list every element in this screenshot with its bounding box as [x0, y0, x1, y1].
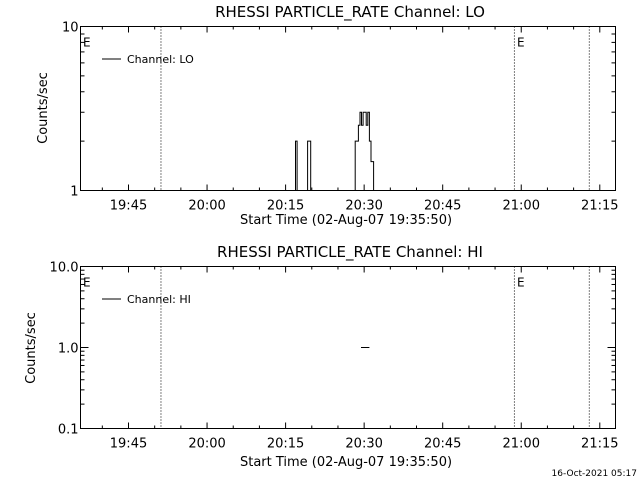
- x-tick-label: 21:00: [503, 437, 540, 452]
- x-tick-label: 20:30: [345, 437, 382, 452]
- y-tick-label: 1: [70, 185, 78, 200]
- x-tick-label: 21:00: [503, 199, 540, 214]
- axis-ticks: 19:45 20:00 20:15 20:30 20:45 21:00 21:15 1 10: [62, 21, 619, 214]
- timestamp-footer: 16-Oct-2021 05:17: [552, 469, 637, 479]
- panel-lo: RHESSI PARTICLE_RATE Channel: LO Counts/…: [36, 3, 619, 228]
- event-letter: E: [517, 276, 525, 290]
- x-axis-label: Start Time (02-Aug-07 19:35:50): [240, 455, 452, 470]
- x-tick-label: 20:45: [424, 437, 461, 452]
- x-tick-label: 20:00: [188, 437, 225, 452]
- event-letter: E: [517, 36, 525, 50]
- plot-frame: [80, 266, 616, 429]
- event-letter: E: [83, 36, 91, 50]
- event-letter: E: [83, 276, 91, 290]
- x-tick-label: 20:30: [345, 199, 382, 214]
- x-tick-label: 21:15: [581, 437, 618, 452]
- series-line: [295, 111, 375, 191]
- y-tick-label: 0.1: [58, 423, 79, 438]
- y-axis-label: Counts/sec: [36, 72, 51, 144]
- legend-label: Channel: HI: [127, 293, 191, 306]
- x-axis-label: Start Time (02-Aug-07 19:35:50): [240, 213, 452, 228]
- y-tick-label: 10: [62, 21, 79, 36]
- x-tick-label: 21:15: [581, 199, 618, 214]
- x-tick-label: 20:15: [267, 199, 304, 214]
- x-tick-label: 20:15: [267, 437, 304, 452]
- axis-ticks: 19:45 20:00 20:15 20:30 20:45 21:00 21:15 0.1 1.…: [50, 261, 619, 452]
- panel-hi: RHESSI PARTICLE_RATE Channel: HI Counts/…: [24, 243, 619, 470]
- legend: Channel: LO: [102, 53, 194, 66]
- y-tick-label: 10.0: [50, 261, 79, 276]
- chart-title: RHESSI PARTICLE_RATE Channel: LO: [215, 3, 485, 22]
- x-tick-label: 19:45: [110, 437, 147, 452]
- legend-label: Channel: LO: [127, 53, 194, 66]
- x-tick-label: 20:45: [424, 199, 461, 214]
- chart-title: RHESSI PARTICLE_RATE Channel: HI: [217, 243, 483, 262]
- plot-frame: [80, 26, 616, 191]
- y-tick-label: 1.0: [58, 342, 79, 357]
- x-tick-label: 19:45: [110, 199, 147, 214]
- legend: Channel: HI: [102, 293, 191, 306]
- x-tick-label: 20:00: [188, 199, 225, 214]
- y-axis-label: Counts/sec: [24, 312, 39, 384]
